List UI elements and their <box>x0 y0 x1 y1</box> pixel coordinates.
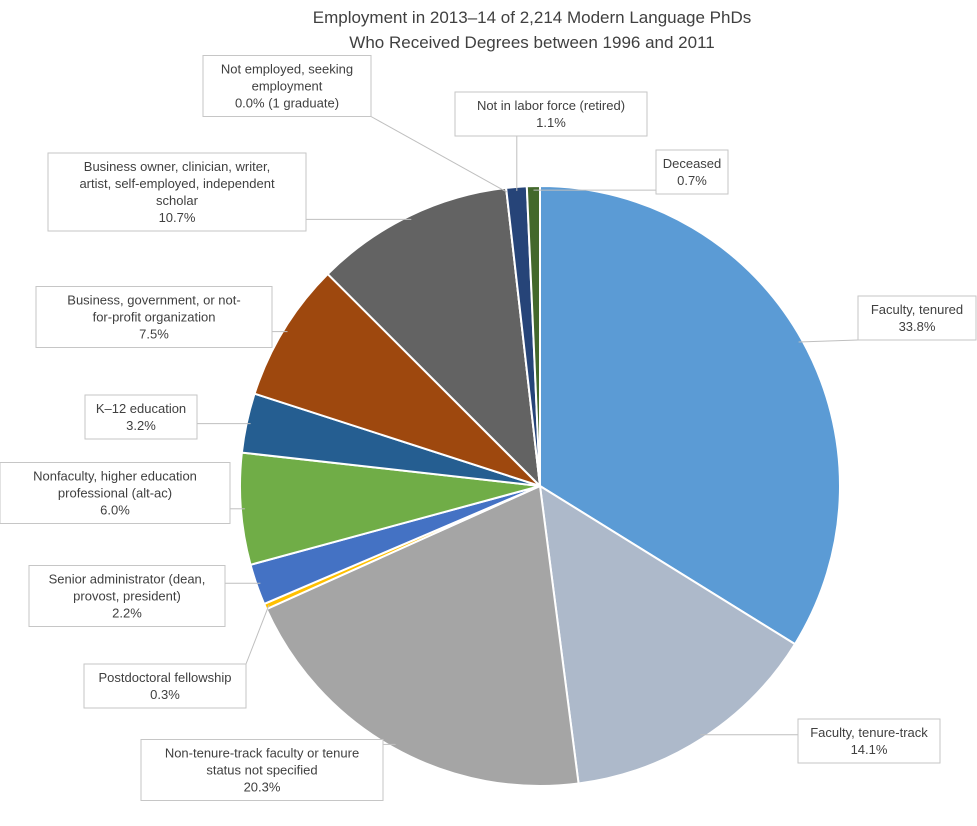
pie-slice-business-government-or-not-for-profit-organization <box>253 272 541 487</box>
data-label-value: 0.0% (1 graduate) <box>235 96 339 111</box>
pie-slice-faculty-tenured <box>539 184 841 646</box>
data-label-category: Non-tenure-track faculty or tenure <box>165 746 359 761</box>
data-label-value: 0.3% <box>150 687 180 702</box>
data-label-faculty-tenure-track: Faculty, tenure-track 14.1% <box>797 718 941 764</box>
data-label-box <box>140 739 384 801</box>
data-label-category: Not in labor force (retired) <box>477 98 625 113</box>
pie-slice-faculty-tenure-track <box>538 484 797 785</box>
data-label-box <box>28 565 226 627</box>
pie-slice-business-owner-clinician-writer-artist-self-employed-independent-scholar <box>326 186 542 489</box>
data-label-category: scholar <box>156 193 199 208</box>
data-label-box <box>857 295 977 341</box>
data-label-category: Business, government, or not- <box>67 293 240 308</box>
data-label-category: artist, self-employed, independent <box>79 176 275 191</box>
data-label-box <box>83 663 247 709</box>
pie-slice-deceased <box>525 184 541 487</box>
data-label-value: 10.7% <box>159 210 196 225</box>
data-label-not-in-labor-force-retired: Not in labor force (retired) 1.1% <box>454 91 648 137</box>
data-label-category: provost, president) <box>73 589 181 604</box>
data-label-value: 33.8% <box>899 319 936 334</box>
data-label-box <box>84 394 198 440</box>
data-label-category: K–12 education <box>96 401 186 416</box>
data-label-nonfaculty-higher-education-professional-alt-ac: Nonfaculty, higher education professional… <box>0 462 231 524</box>
data-label-category: Faculty, tenure-track <box>810 725 928 740</box>
data-label-box <box>797 718 941 764</box>
data-label-category: Faculty, tenured <box>871 302 963 317</box>
leader-line-postdoctoral-fellowship <box>245 604 270 665</box>
data-label-category: professional (alt-ac) <box>58 486 172 501</box>
data-label-k-12-education: K–12 education 3.2% <box>84 394 198 440</box>
data-label-value: 14.1% <box>851 742 888 757</box>
data-label-value: 6.0% <box>100 503 130 518</box>
data-label-category: Nonfaculty, higher education <box>33 469 197 484</box>
data-label-category: for-profit organization <box>93 310 216 325</box>
data-label-category: Deceased <box>663 156 722 171</box>
data-label-value: 7.5% <box>139 327 169 342</box>
data-label-senior-administrator-dean-provost-president: Senior administrator (dean, provost, pres… <box>28 565 226 627</box>
data-label-deceased: Deceased 0.7% <box>655 149 729 195</box>
data-label-box <box>47 152 307 232</box>
data-label-faculty-tenured: Faculty, tenured 33.8% <box>857 295 977 341</box>
data-label-box <box>0 462 231 524</box>
leader-lines <box>197 116 859 745</box>
data-label-business-owner-clinician-writer-artist-self-employed-independent-scholar: Business owner, clinician, writer, artist… <box>47 152 307 232</box>
pie-slices <box>239 184 841 787</box>
data-label-non-tenure-track-faculty-or-tenure-status-not-specified: Non-tenure-track faculty or tenure status… <box>140 739 384 801</box>
leader-line-faculty-tenured <box>798 339 859 343</box>
data-label-postdoctoral-fellowship: Postdoctoral fellowship 0.3% <box>83 663 247 709</box>
data-label-value: 0.7% <box>677 173 707 188</box>
data-labels: Faculty, tenured 33.8% Faculty, tenure-tra… <box>0 55 977 801</box>
chart-title-line-2: Who Received Degrees between 1996 and 20… <box>349 33 714 52</box>
data-label-box <box>35 286 273 348</box>
data-label-box <box>202 55 372 117</box>
data-label-not-employed-seeking-employment: Not employed, seeking employment 0.0% (1 g… <box>202 55 372 117</box>
data-label-category: Postdoctoral fellowship <box>99 670 232 685</box>
data-label-category: status not specified <box>206 763 317 778</box>
data-label-box <box>655 149 729 195</box>
data-label-box <box>454 91 648 137</box>
data-label-value: 3.2% <box>126 418 156 433</box>
pie-slice-non-tenure-track-faculty-or-tenure-status-not-specified <box>265 484 580 787</box>
leader-line-not-employed-seeking-employment <box>370 116 507 193</box>
data-label-category: employment <box>252 79 323 94</box>
chart-title-line-1: Employment in 2013–14 of 2,214 Modern La… <box>313 8 752 27</box>
data-label-value: 20.3% <box>244 780 281 795</box>
data-label-value: 2.2% <box>112 606 142 621</box>
data-label-category: Not employed, seeking <box>221 62 353 77</box>
data-label-category: Business owner, clinician, writer, <box>84 159 270 174</box>
data-label-category: Senior administrator (dean, <box>49 572 206 587</box>
data-label-business-government-or-not-for-profit-organization: Business, government, or not-for-profit … <box>35 286 273 348</box>
data-label-value: 1.1% <box>536 115 566 130</box>
